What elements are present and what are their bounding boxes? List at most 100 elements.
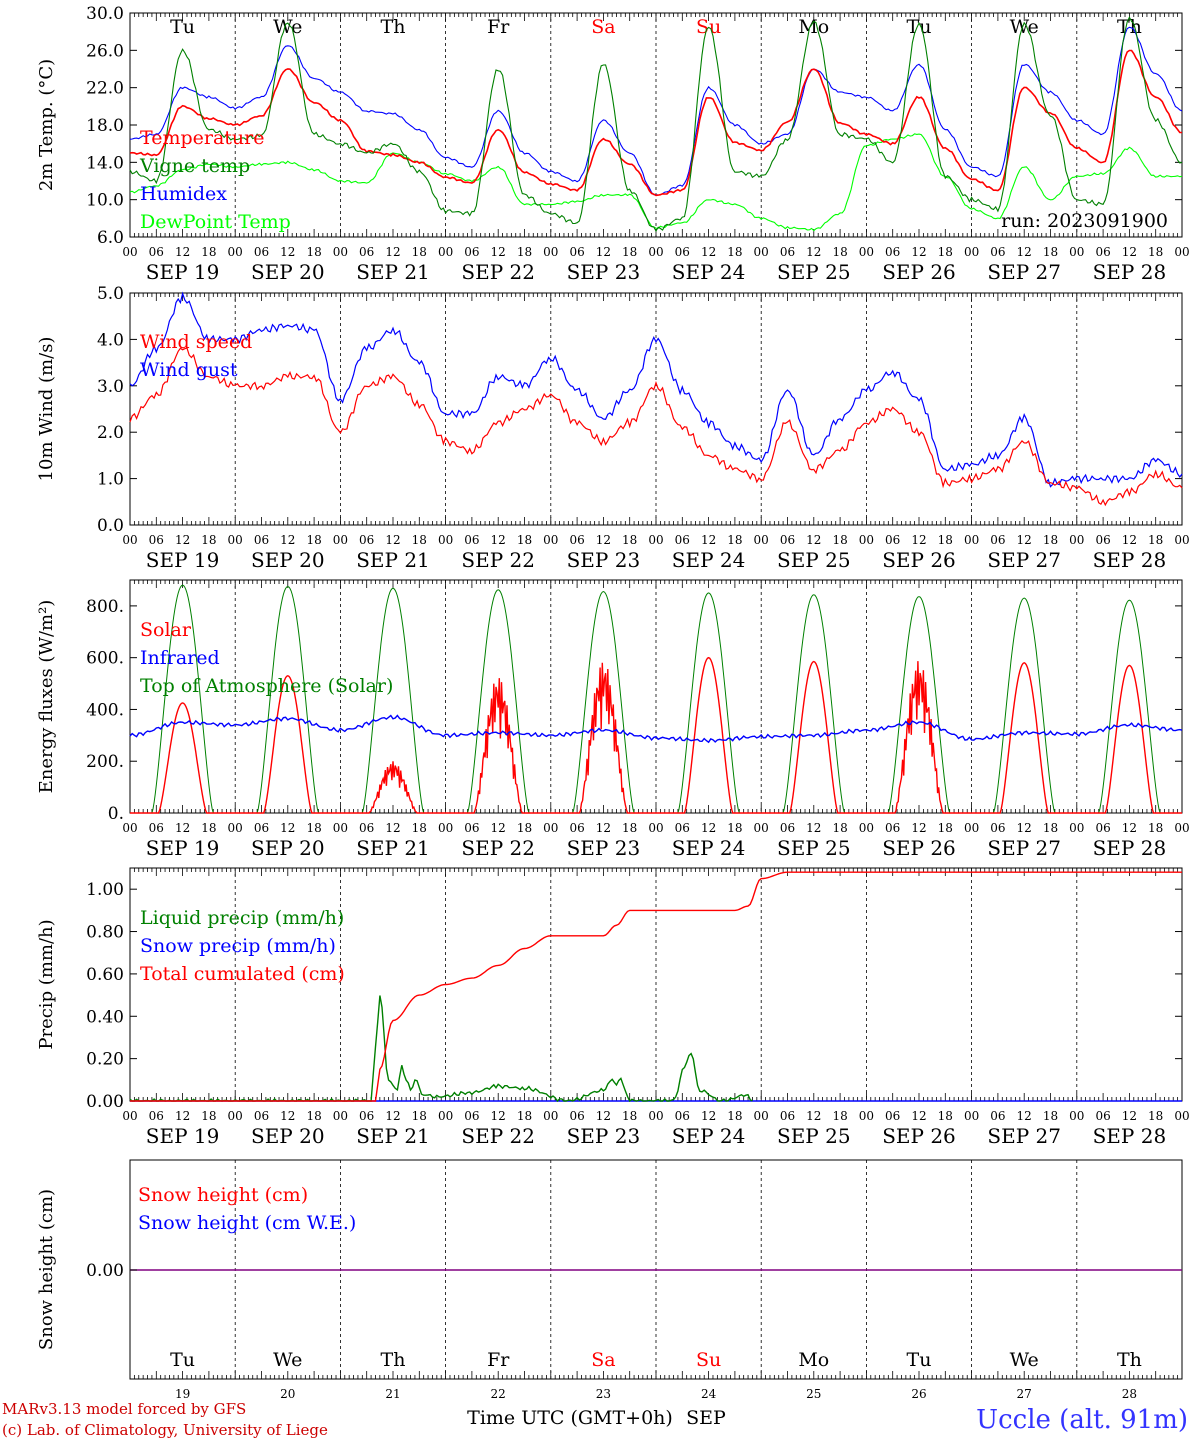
temp-hour-label: 00 [333, 245, 348, 259]
energy-hour-label: 18 [201, 821, 216, 835]
energy-hour-label: 00 [228, 821, 243, 835]
temp-date-label: SEP 23 [567, 260, 641, 284]
energy-y-tick-label: 800. [86, 597, 124, 617]
temp-hour-label: 06 [359, 245, 374, 259]
wind-hour-label: 12 [280, 533, 295, 547]
temp-day-abbr: Mo [798, 16, 829, 38]
energy-hour-label: 12 [385, 821, 400, 835]
day-number: 24 [701, 1387, 717, 1401]
energy-hour-label: 18 [832, 821, 847, 835]
energy-hour-label: 18 [938, 821, 953, 835]
wind-hour-label: 12 [1122, 533, 1137, 547]
precip-hour-label: 18 [938, 1109, 953, 1123]
wind-legend-0: Wind speed [140, 331, 252, 353]
temp-legend-3: DewPoint Temp [140, 211, 291, 233]
energy-hour-label: 06 [464, 821, 479, 835]
wind-hour-label: 00 [543, 533, 558, 547]
wind-date-label: SEP 19 [146, 548, 220, 572]
precip-hour-label: 06 [464, 1109, 479, 1123]
toa-solar-curve [1076, 599, 1182, 814]
precip-hour-label: 06 [569, 1109, 584, 1123]
wind-hour-label: 00 [1174, 533, 1189, 547]
precip-hour-label: 00 [543, 1109, 558, 1123]
wind-hour-label: 12 [911, 533, 926, 547]
temp-y-tick-label: 6.0 [97, 228, 124, 248]
temp-hour-label: 06 [464, 245, 479, 259]
wind-y-tick-label: 3.0 [97, 377, 124, 397]
wind-y-tick-label: 0.0 [97, 516, 124, 536]
precip-hour-label: 12 [280, 1109, 295, 1123]
wind-hour-label: 18 [1148, 533, 1163, 547]
snow-day-abbr: Tu [170, 1349, 195, 1371]
energy-date-label: SEP 25 [777, 836, 851, 860]
precip-date-label: SEP 24 [672, 1124, 746, 1148]
day-number: 28 [1122, 1387, 1137, 1401]
wind-date-label: SEP 27 [987, 548, 1061, 572]
temp-date-label: SEP 25 [777, 260, 851, 284]
temp-y-tick-label: 10.0 [86, 191, 124, 211]
precip-legend-2: Total cumulated (cm) [140, 963, 345, 985]
wind-hour-label: 12 [175, 533, 190, 547]
wind-hour-label: 18 [306, 533, 321, 547]
solar-curve [340, 761, 446, 814]
energy-hour-label: 12 [701, 821, 716, 835]
energy-legend-0: Solar [140, 619, 192, 641]
temp-hour-label: 06 [675, 245, 690, 259]
temp-series-3 [129, 133, 1183, 232]
precip-y-axis-label: Precip (mm/h) [36, 919, 57, 1049]
energy-hour-label: 18 [517, 821, 532, 835]
precip-hour-label: 12 [1122, 1109, 1137, 1123]
station-name: Uccle (alt. 91m) [976, 1405, 1188, 1435]
wind-hour-label: 18 [727, 533, 742, 547]
wind-hour-label: 18 [412, 533, 427, 547]
energy-hour-label: 06 [780, 821, 795, 835]
wind-hour-label: 18 [938, 533, 953, 547]
energy-hour-label: 18 [306, 821, 321, 835]
precip-hour-label: 00 [122, 1109, 137, 1123]
precip-hour-label: 12 [1017, 1109, 1032, 1123]
day-number: 27 [1017, 1387, 1032, 1401]
wind-y-tick-label: 2.0 [97, 423, 124, 443]
temp-date-label: SEP 24 [672, 260, 746, 284]
x-axis-month: SEP [686, 1407, 726, 1429]
temp-legend-0: Temperature [140, 127, 264, 149]
temp-hour-label: 00 [754, 245, 769, 259]
snow-legend-1: Snow height (cm W.E.) [138, 1212, 356, 1234]
temp-hour-label: 18 [517, 245, 532, 259]
precip-date-label: SEP 25 [777, 1124, 851, 1148]
snow-day-abbr: Mo [798, 1349, 829, 1371]
wind-date-label: SEP 22 [461, 548, 535, 572]
temp-date-label: SEP 26 [882, 260, 956, 284]
precip-hour-label: 00 [333, 1109, 348, 1123]
precip-hour-label: 12 [806, 1109, 821, 1123]
wind-hour-label: 00 [754, 533, 769, 547]
energy-hour-label: 00 [1174, 821, 1189, 835]
wind-hour-label: 18 [832, 533, 847, 547]
wind-date-label: SEP 24 [672, 548, 746, 572]
energy-hour-label: 06 [359, 821, 374, 835]
solar-curve [866, 661, 972, 814]
precip-y-tick-label: 0.20 [86, 1050, 124, 1070]
toa-solar-curve [971, 597, 1077, 814]
energy-hour-label: 18 [1148, 821, 1163, 835]
temp-hour-label: 12 [701, 245, 716, 259]
day-number: 19 [175, 1387, 190, 1401]
precip-date-label: SEP 28 [1093, 1124, 1167, 1148]
energy-hour-label: 06 [1095, 821, 1110, 835]
wind-hour-label: 06 [359, 533, 374, 547]
solar-curve [656, 656, 762, 814]
energy-date-label: SEP 28 [1093, 836, 1167, 860]
energy-date-label: SEP 26 [882, 836, 956, 860]
temp-date-label: SEP 19 [146, 260, 220, 284]
precip-date-label: SEP 27 [987, 1124, 1061, 1148]
precip-hour-label: 12 [385, 1109, 400, 1123]
temp-frame [129, 12, 1183, 238]
wind-hour-label: 12 [1017, 533, 1032, 547]
snow-day-abbr: Th [381, 1349, 406, 1371]
snow-day-abbr: Su [696, 1349, 721, 1371]
precip-hour-label: 12 [911, 1109, 926, 1123]
energy-y-tick-label: 400. [86, 700, 124, 720]
temp-hour-label: 12 [806, 245, 821, 259]
wind-hour-label: 00 [122, 533, 137, 547]
precip-hour-label: 00 [438, 1109, 453, 1123]
